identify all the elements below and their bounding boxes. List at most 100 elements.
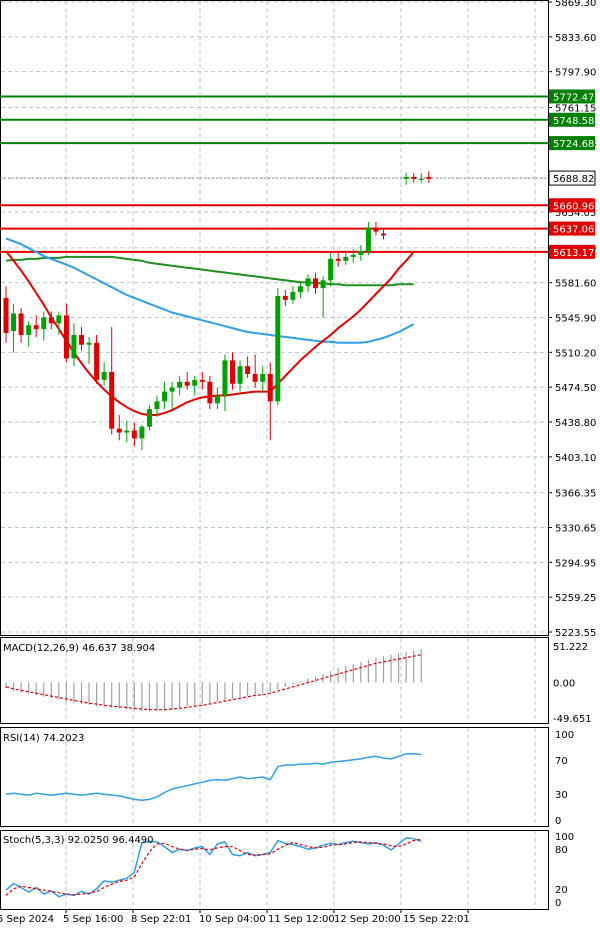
price-level-badges: 5772.47 5748.58 5724.68 5660.96 5637.06 5613.… — [548, 89, 596, 259]
candle-body-24 — [184, 381, 190, 386]
time-tick-label-4: 11 Sep 12:00 — [268, 914, 335, 925]
candle-body-40 — [305, 278, 311, 287]
candle-body-38 — [290, 292, 296, 300]
stoch-tick-label-2: 20 — [555, 885, 568, 896]
stoch-title: Stoch(5,3,3) 92.0250 96.4490 — [3, 835, 154, 846]
candle-body-34 — [260, 374, 266, 382]
candle-body-43 — [328, 258, 334, 281]
rsi-tick-label-3: 0 — [555, 816, 561, 827]
candle-body-46 — [350, 254, 356, 257]
candle-body-35 — [267, 374, 273, 402]
time-tick-label-3: 10 Sep 04:00 — [199, 914, 266, 925]
rsi-tick-label-2: 30 — [555, 790, 568, 801]
current-price-label: 5688.82 — [553, 174, 594, 185]
candle-body-54 — [411, 176, 417, 179]
price-tick-label-12: 5438.80 — [555, 418, 596, 429]
level-badge-label-1: 5748.58 — [553, 116, 594, 127]
rsi-tick-label-1: 70 — [555, 756, 568, 767]
candle-body-56 — [426, 176, 432, 179]
candle-body-44 — [335, 258, 341, 261]
price-tick-label-17: 5259.25 — [555, 593, 596, 604]
candle-body-32 — [245, 366, 251, 374]
level-badge-4 — [549, 221, 595, 236]
time-tick-label-5: 12 Sep 20:00 — [334, 914, 401, 925]
price-tick-label-6: 5654.05 — [555, 208, 596, 219]
rsi-line — [5, 753, 422, 801]
price-tick-label-16: 5294.95 — [555, 558, 596, 569]
level-badge-2 — [549, 136, 595, 151]
candle-body-18 — [139, 426, 145, 439]
level-badge-label-2: 5724.68 — [553, 139, 594, 150]
ma-slow-line — [5, 237, 415, 344]
candle-body-7 — [56, 315, 62, 324]
candle-body-45 — [343, 256, 349, 261]
support-resistance-levels — [0, 95, 548, 253]
rsi-title: RSI(14) 74.2023 — [3, 733, 84, 744]
macd-title: MACD(12,26,9) 46.637 38.904 — [3, 643, 155, 654]
stoch-tick-label-1: 80 — [555, 845, 568, 856]
candle-body-14 — [109, 372, 115, 429]
time-axis: 5 Sep 2024 5 Sep 16:00 8 Sep 22:01 10 Sep 0… — [0, 909, 470, 925]
candle-body-22 — [169, 387, 175, 392]
stochastic-pane: 100 80 20 0 — [5, 832, 574, 909]
level-badge-label-3: 5660.96 — [553, 201, 594, 212]
candle-body-47 — [358, 251, 364, 255]
macd-tick-label-0: 51.222 — [553, 642, 588, 653]
ma-long-line — [5, 255, 414, 287]
price-tick-label-9: 5545.90 — [555, 314, 596, 325]
time-tick-label-2: 8 Sep 22:01 — [131, 914, 191, 925]
stoch-pane-border — [0, 830, 549, 910]
price-tick-label-1: 5833.60 — [555, 33, 596, 44]
candle-body-48 — [365, 227, 371, 252]
candle-body-26 — [199, 379, 205, 382]
level-badge-label-4: 5637.06 — [553, 225, 594, 236]
candle-body-10 — [79, 334, 84, 345]
candle-body-39 — [297, 286, 303, 293]
price-tick-label-2: 5797.90 — [555, 68, 596, 79]
stoch-tick-label-0: 100 — [555, 832, 574, 843]
price-tick-label-18: 5223.55 — [555, 628, 596, 639]
price-tick-label-13: 5403.10 — [555, 453, 596, 464]
candle-body-31 — [237, 366, 243, 384]
candle-body-11 — [86, 342, 92, 345]
candle-body-53 — [403, 176, 409, 179]
level-badge-label-0: 5772.47 — [553, 92, 594, 103]
candle-body-33 — [252, 374, 258, 382]
stoch-k-line — [5, 837, 422, 898]
level-badge-3 — [549, 198, 595, 213]
candle-body-9 — [71, 334, 77, 359]
rsi-pane: 100 70 30 0 — [5, 730, 574, 827]
price-tick-label-15: 5330.65 — [555, 524, 596, 535]
level-badge-label-5: 5613.17 — [553, 248, 594, 259]
candle-body-30 — [230, 360, 235, 384]
candle-body-1 — [11, 313, 17, 332]
candle-body-20 — [154, 401, 160, 410]
price-tick-label-8: 5581.60 — [555, 279, 596, 290]
level-badge-5 — [549, 244, 595, 259]
candle-body-28 — [214, 395, 220, 404]
candle-body-49 — [373, 227, 379, 232]
candle-body-2 — [18, 313, 24, 335]
level-badge-0 — [549, 89, 595, 104]
candle-body-21 — [162, 391, 168, 402]
price-tick-label-3: 5761.15 — [555, 104, 596, 115]
candle-body-23 — [177, 381, 183, 388]
candle-body-41 — [313, 278, 319, 289]
candle-body-4 — [33, 325, 39, 330]
macd-tick-label-2: -49.651 — [553, 714, 592, 725]
price-tick-label-11: 5474.50 — [555, 383, 596, 394]
candle-body-12 — [94, 342, 100, 380]
candle-body-15 — [116, 428, 122, 433]
candle-body-6 — [48, 317, 54, 324]
macd-pane: 51.222 0.00 -49.651 — [5, 642, 592, 725]
macd-pane-border — [0, 637, 549, 724]
candle-body-50 — [381, 233, 386, 236]
rsi-tick-label-0: 100 — [555, 730, 574, 741]
candle-body-3 — [26, 325, 32, 335]
time-tick-label-6: 15 Sep 22:01 — [403, 914, 470, 925]
grid-lines — [1, 1, 548, 909]
rsi-pane-border — [0, 727, 549, 827]
level-badge-1 — [549, 112, 595, 127]
candle-body-8 — [63, 315, 69, 359]
